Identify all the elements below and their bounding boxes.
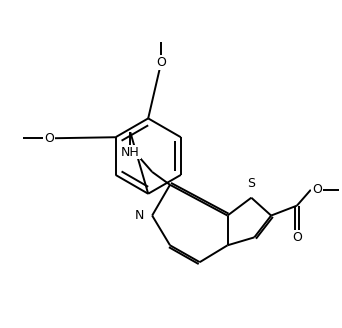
Text: S: S [247, 177, 255, 190]
Text: NH: NH [121, 146, 140, 159]
Text: N: N [135, 209, 144, 222]
Text: O: O [44, 132, 54, 145]
Text: O: O [156, 56, 166, 69]
Text: O: O [292, 231, 302, 244]
Text: O: O [312, 183, 322, 196]
